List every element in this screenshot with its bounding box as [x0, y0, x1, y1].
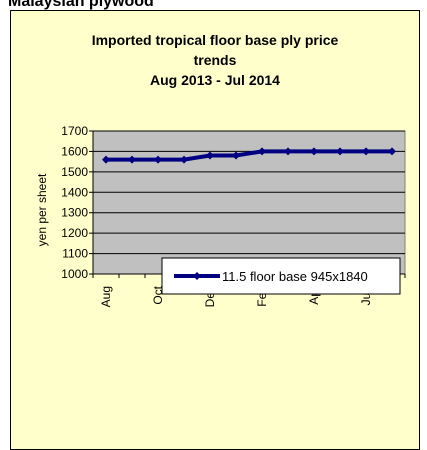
data-marker: [258, 147, 266, 156]
y-tick-label: 1000: [61, 267, 88, 281]
data-marker: [128, 155, 136, 164]
chart-title: Imported tropical floor base ply price t…: [91, 32, 339, 68]
y-tick-label: 1700: [61, 124, 88, 138]
series-line: [106, 149, 392, 162]
data-marker: [154, 155, 162, 164]
data-marker: [284, 147, 292, 156]
x-tick-label: Aug: [99, 286, 113, 307]
y-tick-label: 1300: [61, 206, 88, 220]
legend-label: 11.5 floor base 945x1840: [222, 269, 368, 284]
y-axis-label: yen per sheet: [35, 173, 49, 246]
page: Malaysian plywood Imported tropical floo…: [8, 0, 420, 450]
data-marker: [180, 155, 188, 164]
data-marker: [102, 155, 110, 164]
chart: yen per sheet 1000 1100 1200 1300 1400 1500 16…: [35, 124, 406, 307]
legend-marker: [193, 272, 201, 280]
data-marker: [310, 147, 318, 156]
data-marker: [232, 151, 240, 160]
data-marker: [388, 147, 396, 156]
page-header: Malaysian plywood: [8, 0, 154, 10]
y-tick-label: 1100: [62, 247, 88, 261]
data-marker: [206, 151, 214, 160]
data-marker: [362, 147, 370, 156]
data-marker: [336, 147, 344, 156]
y-tick-label: 1500: [61, 165, 88, 179]
y-tick-label: 1400: [61, 185, 88, 199]
y-tick-label: 1200: [61, 226, 88, 240]
chart-title-block: Imported tropical floor base ply price t…: [80, 30, 350, 90]
y-tick-label: 1600: [61, 144, 88, 158]
chart-subtitle: Aug 2013 - Jul 2014: [150, 72, 280, 88]
